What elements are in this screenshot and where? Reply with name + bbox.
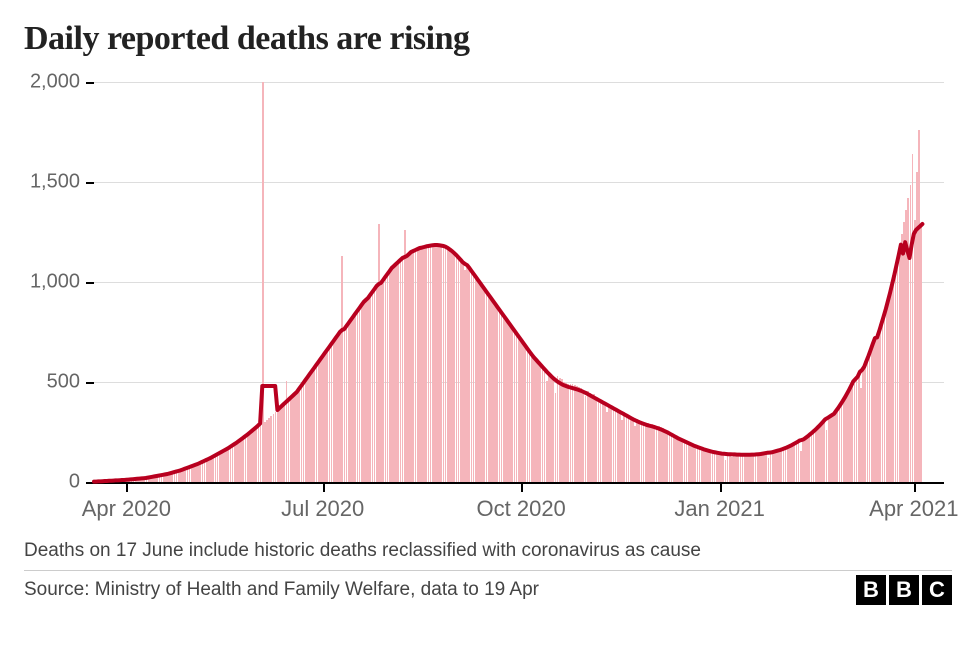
- y-tick: [86, 282, 94, 284]
- x-tick: [126, 482, 128, 492]
- x-axis-label: Apr 2020: [82, 496, 171, 522]
- x-axis-label: Jan 2021: [674, 496, 765, 522]
- bars-group: [94, 82, 944, 482]
- y-axis-label: 1,000: [24, 271, 80, 294]
- x-axis-label: Oct 2020: [477, 496, 566, 522]
- bbc-logo-box: B: [889, 575, 919, 605]
- y-tick: [86, 82, 94, 84]
- chart-area: 0 500 1,000 1,500 2,000 Apr 2020 Jul 2020 Oct 2…: [24, 62, 952, 532]
- chart-source: Source: Ministry of Health and Family We…: [24, 577, 539, 603]
- x-axis: [94, 482, 944, 484]
- chart-title: Daily reported deaths are rising: [24, 20, 952, 58]
- x-tick: [323, 482, 325, 492]
- bbc-logo-box: C: [922, 575, 952, 605]
- chart-footnote: Deaths on 17 June include historic death…: [24, 538, 952, 564]
- bbc-logo-box: B: [856, 575, 886, 605]
- y-tick: [86, 182, 94, 184]
- x-tick: [914, 482, 916, 492]
- x-axis-label: Jul 2020: [281, 496, 364, 522]
- x-tick: [720, 482, 722, 492]
- y-tick: [86, 482, 94, 484]
- y-axis-label: 2,000: [24, 71, 80, 94]
- y-axis-label: 0: [24, 471, 80, 494]
- y-axis-label: 500: [24, 371, 80, 394]
- chart-card: Daily reported deaths are rising 0 500 1,0…: [0, 0, 976, 650]
- daily-bar: [920, 224, 922, 482]
- chart-footer: Deaths on 17 June include historic death…: [24, 538, 952, 605]
- x-tick: [521, 482, 523, 492]
- footer-row: Source: Ministry of Health and Family We…: [24, 575, 952, 605]
- y-tick: [86, 382, 94, 384]
- y-axis-label: 1,500: [24, 171, 80, 194]
- bbc-logo: BBC: [856, 575, 952, 605]
- footer-divider: [24, 570, 952, 571]
- x-axis-label: Apr 2021: [869, 496, 958, 522]
